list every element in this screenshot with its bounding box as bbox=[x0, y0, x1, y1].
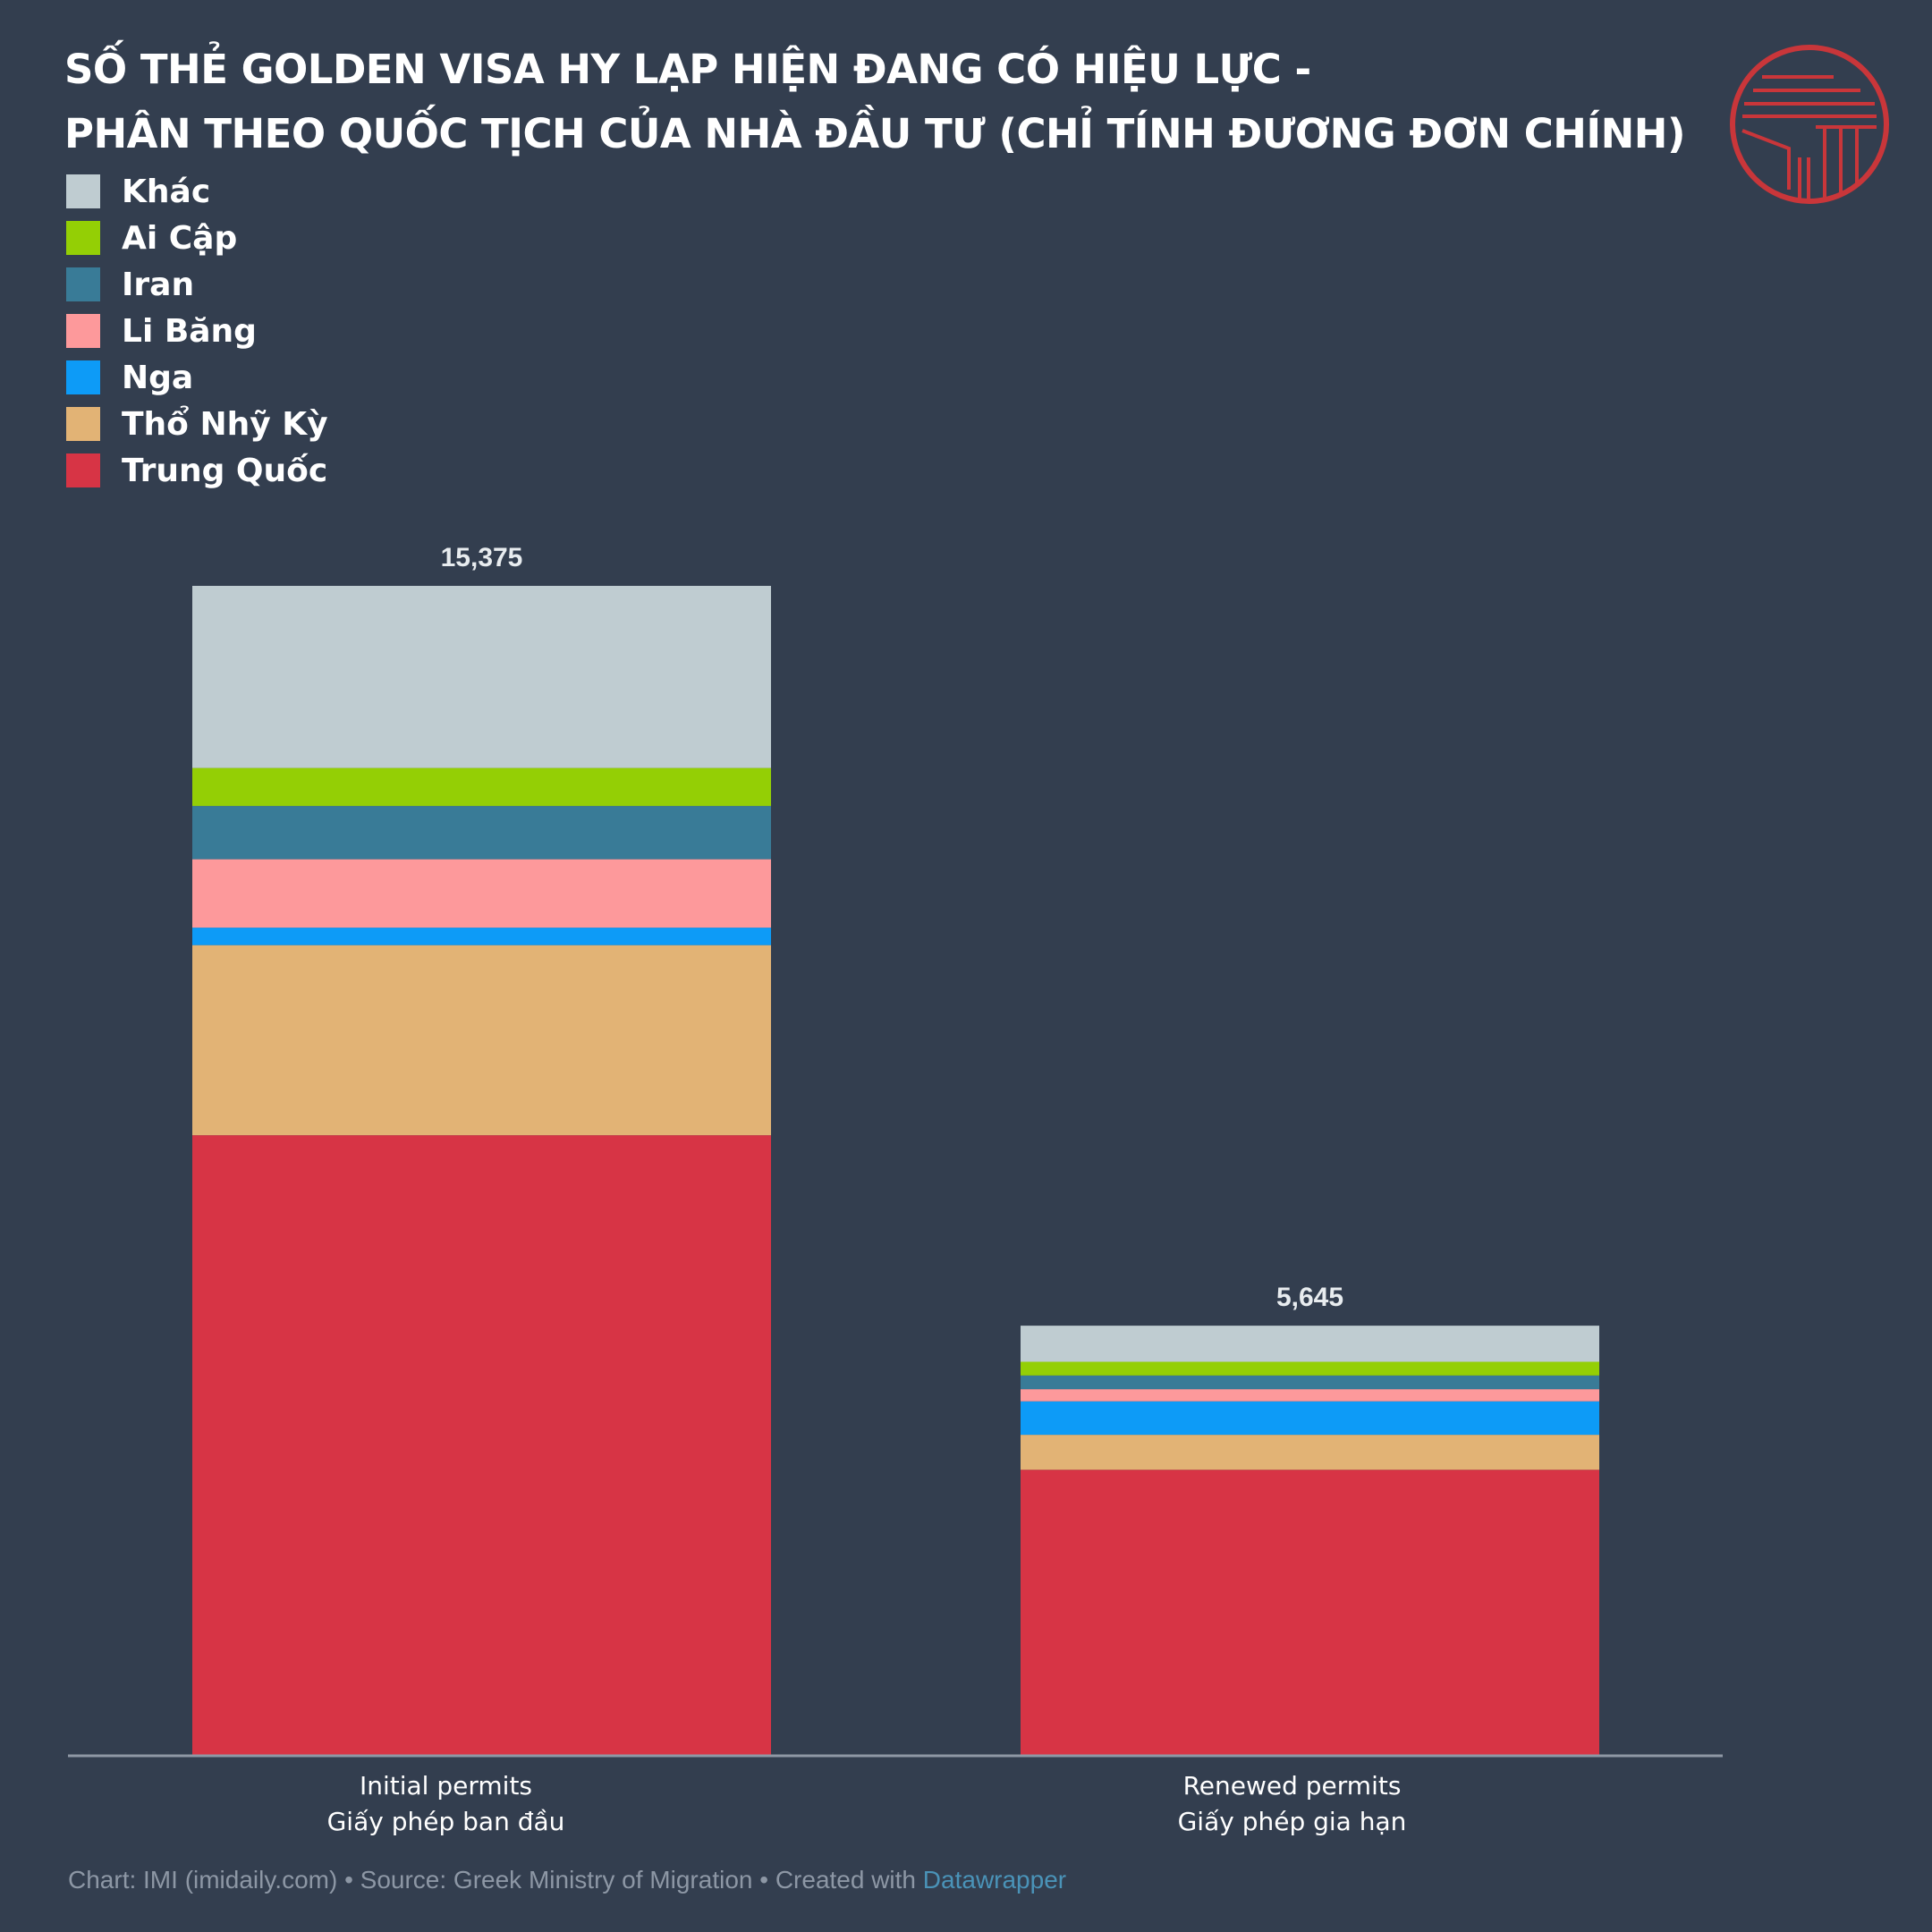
legend-item: Ai Cập bbox=[66, 215, 328, 261]
legend-swatch bbox=[66, 453, 100, 487]
legend-label: Trung Quốc bbox=[122, 452, 328, 489]
bar-total-label: 15,375 bbox=[441, 543, 523, 572]
legend-item: Thổ Nhỹ Kỳ bbox=[66, 401, 328, 447]
chart-title-line-1: SỐ THẺ GOLDEN VISA HY LẠP HIỆN ĐANG CÓ H… bbox=[64, 46, 1311, 93]
x-tick-label: Giấy phép gia hạn bbox=[1178, 1807, 1407, 1836]
bar-segment bbox=[1021, 1470, 1599, 1755]
x-tick-label: Giấy phép ban đầu bbox=[327, 1807, 565, 1836]
bar-segment bbox=[192, 806, 771, 860]
bar-segment bbox=[192, 767, 771, 807]
legend: Khác Ai Cập Iran Li Băng Nga Thổ Nhỹ Kỳ Trung … bbox=[66, 168, 328, 494]
legend-label: Ai Cập bbox=[122, 219, 238, 257]
bar-segment bbox=[192, 928, 771, 945]
bar-segment bbox=[1021, 1435, 1599, 1470]
chart-title: SỐ THẺ GOLDEN VISA HY LẠP HIỆN ĐANG CÓ H… bbox=[64, 38, 1686, 166]
bar-segment bbox=[192, 859, 771, 928]
bar-segment bbox=[1021, 1326, 1599, 1362]
legend-swatch bbox=[66, 174, 100, 208]
legend-swatch bbox=[66, 314, 100, 348]
bar-total-label: 5,645 bbox=[1276, 1283, 1343, 1312]
legend-item: Trung Quốc bbox=[66, 447, 328, 494]
legend-swatch bbox=[66, 360, 100, 394]
bar-segment bbox=[1021, 1401, 1599, 1436]
x-tick-label: Initial permits bbox=[360, 1771, 532, 1801]
bar-segment bbox=[192, 1135, 771, 1755]
bar-segment bbox=[1021, 1375, 1599, 1390]
legend-item: Li Băng bbox=[66, 308, 328, 354]
x-tick-label: Renewed permits bbox=[1183, 1771, 1402, 1801]
legend-item: Iran bbox=[66, 261, 328, 308]
bar-segment bbox=[1021, 1389, 1599, 1402]
temple-logo-icon bbox=[1730, 45, 1889, 204]
legend-item: Khác bbox=[66, 168, 328, 215]
legend-swatch bbox=[66, 407, 100, 441]
legend-label: Nga bbox=[122, 359, 194, 396]
bar-segment bbox=[1021, 1361, 1599, 1376]
legend-swatch bbox=[66, 267, 100, 301]
legend-label: Thổ Nhỹ Kỳ bbox=[122, 405, 328, 443]
chart-title-line-2: PHÂN THEO QUỐC TỊCH CỦA NHÀ ĐẦU TƯ (CHỈ … bbox=[64, 110, 1686, 157]
bar-segment bbox=[192, 586, 771, 768]
legend-item: Nga bbox=[66, 354, 328, 401]
legend-swatch bbox=[66, 221, 100, 255]
legend-label: Li Băng bbox=[122, 312, 257, 350]
footer-credit: Chart: IMI (imidaily.com) • Source: Gree… bbox=[68, 1866, 923, 1894]
chart-footer: Chart: IMI (imidaily.com) • Source: Gree… bbox=[68, 1866, 1066, 1894]
datawrapper-link[interactable]: Datawrapper bbox=[922, 1866, 1067, 1894]
legend-label: Khác bbox=[122, 173, 211, 210]
legend-label: Iran bbox=[122, 266, 195, 303]
bar-segment bbox=[192, 945, 771, 1136]
